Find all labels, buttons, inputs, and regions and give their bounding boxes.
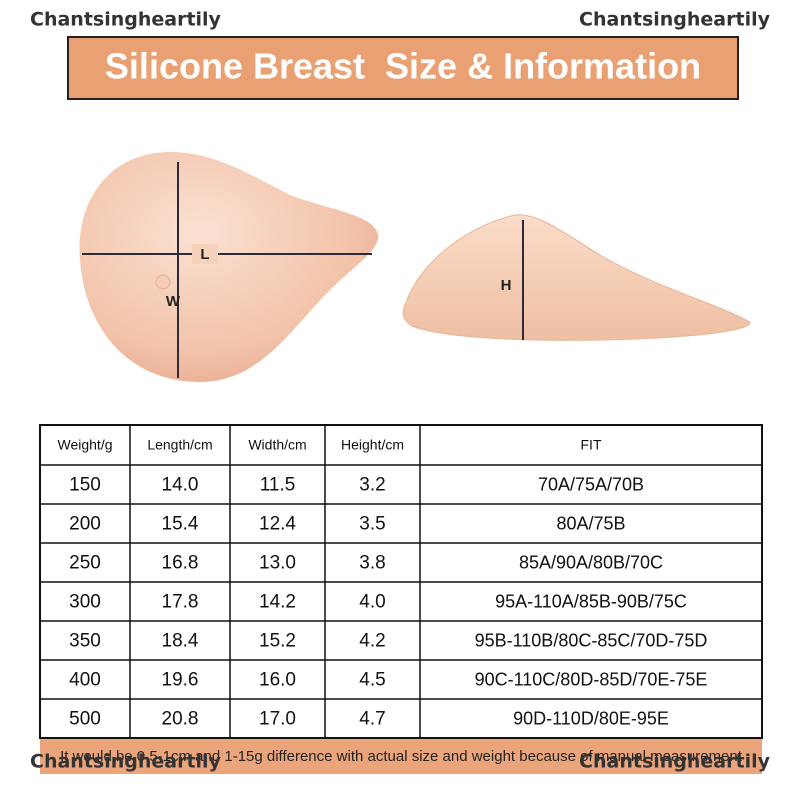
- label-bg: [192, 244, 218, 264]
- table-cell: 17.8: [162, 592, 199, 613]
- table-cell: 300: [69, 592, 101, 613]
- table-cell: 16.0: [259, 670, 296, 691]
- footer-note: It would be 0.5-1cm and 1-15g difference…: [60, 748, 743, 765]
- table-cell: 4.2: [359, 631, 385, 652]
- table-cell: 4.7: [359, 709, 385, 730]
- nipple: [155, 274, 171, 290]
- dimension-label: H: [501, 277, 512, 294]
- dimension-label: W: [166, 293, 181, 310]
- column-header: Width/cm: [248, 437, 306, 453]
- table-cell: 250: [69, 553, 101, 574]
- table-cell: 19.6: [162, 670, 199, 691]
- watermark: Chantsingheartily: [30, 751, 222, 773]
- table-cell: 4.5: [359, 670, 385, 691]
- column-header: Height/cm: [341, 437, 404, 453]
- table-cell: 80A/75B: [556, 513, 625, 533]
- table-cell: 90C-110C/80D-85D/70E-75E: [475, 669, 708, 689]
- table-cell: 13.0: [259, 553, 296, 574]
- column-header: FIT: [581, 437, 602, 453]
- table-cell: 200: [69, 514, 101, 535]
- table-cell: 16.8: [162, 553, 199, 574]
- watermark: Chantsingheartily: [579, 9, 771, 31]
- table-cell: 11.5: [260, 475, 296, 496]
- side-view: [402, 214, 751, 341]
- table-cell: 3.8: [359, 553, 385, 574]
- table-cell: 12.4: [259, 514, 296, 535]
- watermark: Chantsingheartily: [579, 751, 771, 773]
- table-cell: 150: [69, 475, 101, 496]
- table-cell: 85A/90A/80B/70C: [519, 552, 663, 572]
- table-cell: 17.0: [259, 709, 296, 730]
- table-cell: 3.5: [359, 514, 385, 535]
- table-cell: 350: [69, 631, 101, 652]
- title: Silicone Breast Size & Information: [105, 46, 701, 87]
- table-cell: 90D-110D/80E-95E: [513, 708, 669, 728]
- table-cell: 14.2: [259, 592, 296, 613]
- size-table: Weight/g Length/cm Width/cm Height/cm FIT 150…: [39, 424, 763, 739]
- table-cell: 400: [69, 670, 101, 691]
- table-cell: 95B-110B/80C-85C/70D-75D: [475, 630, 708, 650]
- column-header: Length/cm: [147, 437, 212, 453]
- table-cell: 18.4: [162, 631, 199, 652]
- table-cell: 500: [69, 709, 101, 730]
- dimension-label: L: [200, 246, 209, 263]
- watermark: Chantsingheartily: [30, 9, 222, 31]
- table-cell: 3.2: [359, 475, 385, 496]
- table-cell: 15.4: [162, 514, 199, 535]
- table-cell: 20.8: [162, 709, 199, 730]
- title-banner: [67, 36, 739, 100]
- table-cell: 14.0: [162, 475, 199, 496]
- table-cell: 70A/75A/70B: [538, 474, 644, 494]
- table-cell: 15.2: [259, 631, 296, 652]
- table-cell: 4.0: [359, 592, 385, 613]
- table-cell: 95A-110A/85B-90B/75C: [495, 591, 687, 611]
- front-view: [79, 152, 379, 382]
- column-header: Weight/g: [58, 437, 113, 453]
- footer-bar: [40, 739, 762, 774]
